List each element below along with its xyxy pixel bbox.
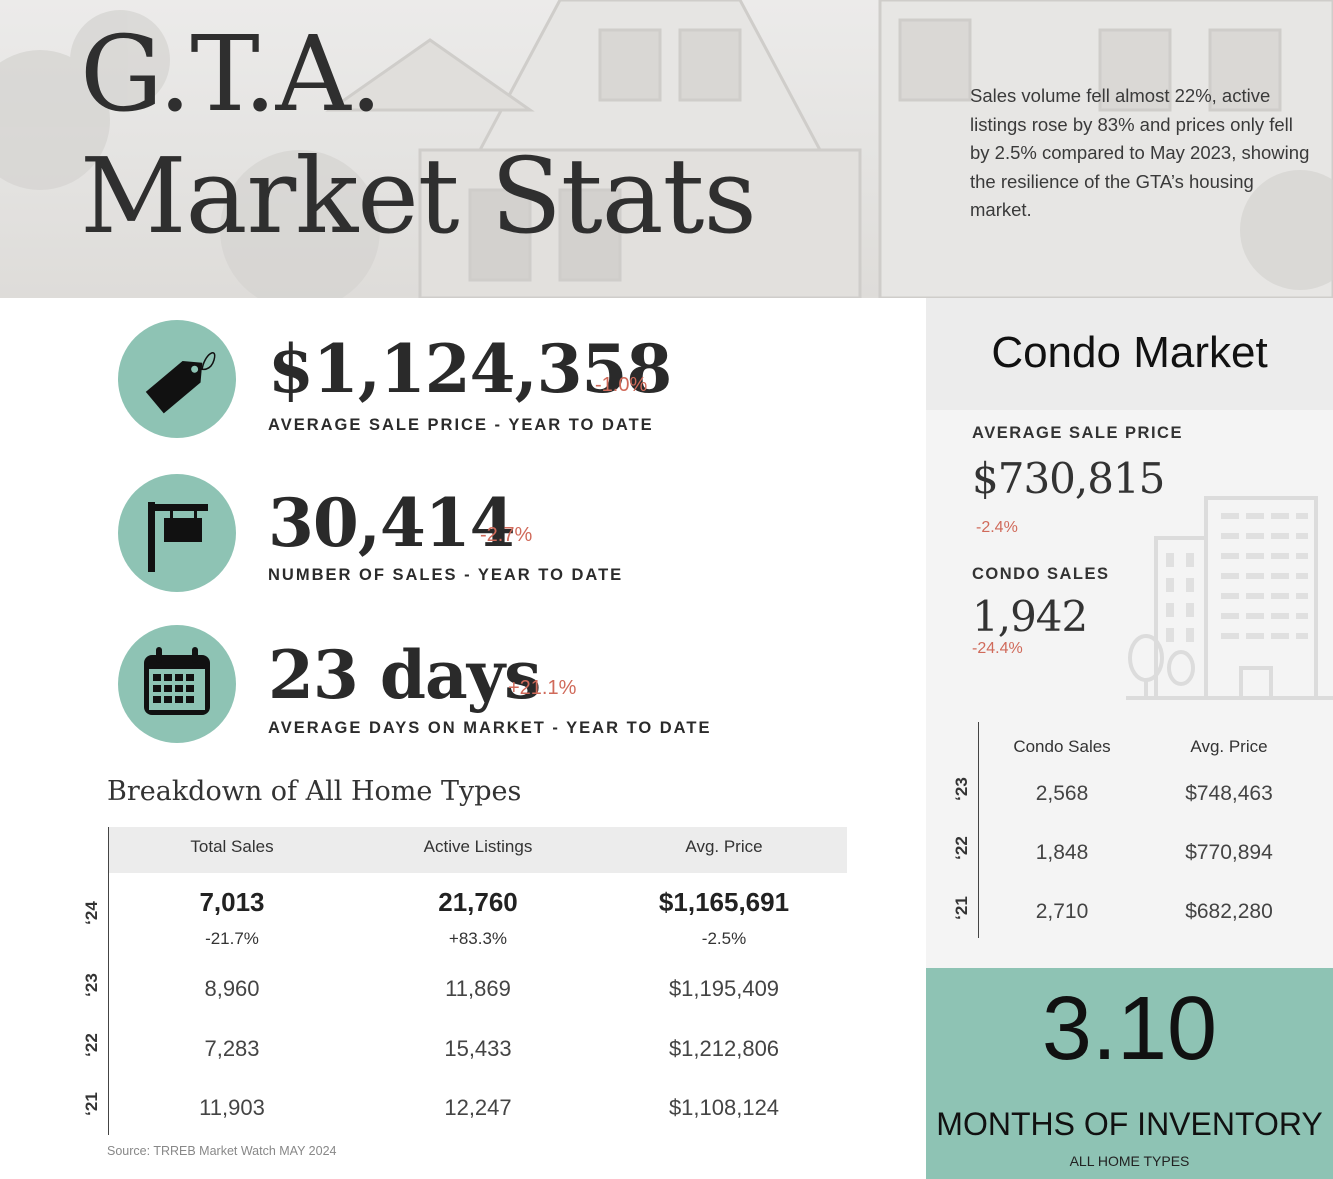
- condo-table-cell: 2,568: [1035, 782, 1089, 805]
- number-of-sales-value: 30,414: [268, 484, 516, 562]
- days-on-market-label: AVERAGE DAYS ON MARKET - YEAR TO DATE: [268, 719, 712, 737]
- table-cell: 11,903: [199, 1095, 265, 1120]
- condo-table-cell: 1,848: [1035, 841, 1089, 864]
- condo-sales-label: CONDO SALES: [972, 565, 1110, 583]
- intro-paragraph: Sales volume fell almost 22%, active lis…: [970, 85, 1310, 220]
- for-sale-sign-icon: [148, 502, 208, 572]
- source-note: Source: TRREB Market Watch MAY 2024: [107, 1144, 337, 1158]
- page-title-line-1: G.T.A.: [80, 13, 383, 135]
- table-cell: $1,165,691: [658, 887, 790, 917]
- number-of-sales-label: NUMBER OF SALES - YEAR TO DATE: [268, 566, 624, 584]
- table-cell: $1,195,409: [668, 976, 780, 1001]
- calendar-icon: [144, 647, 210, 715]
- months-of-inventory-sublabel: ALL HOME TYPES: [1069, 1153, 1190, 1169]
- condo-row-year-label: ‘22: [952, 836, 971, 860]
- condo-building-icon: [1126, 496, 1333, 700]
- condo-title-box: Condo Market: [926, 298, 1333, 410]
- table-cell: 7,013: [199, 887, 265, 917]
- condo-row-year-label: ‘21: [952, 896, 971, 920]
- calendar-icon-circle: [118, 625, 236, 743]
- days-on-market-change: +21.1%: [508, 677, 577, 699]
- condo-sales-value: 1,942: [972, 592, 1088, 641]
- avg-sale-price-change: -1.0%: [595, 374, 648, 396]
- breakdown-title: Breakdown of All Home Types: [107, 776, 522, 807]
- number-of-sales-change: -2.7%: [480, 524, 533, 546]
- condo-table-cell: $748,463: [1185, 782, 1273, 805]
- for-sale-sign-icon-circle: [118, 474, 236, 592]
- table-cell: 21,760: [438, 887, 518, 917]
- months-of-inventory-box: 3.10 MONTHS OF INVENTORY ALL HOME TYPES: [926, 968, 1333, 1179]
- days-on-market-value: 23 days: [268, 636, 541, 714]
- page-title-line-2: Market Stats: [80, 135, 757, 257]
- table-cell: 15,433: [444, 1036, 512, 1061]
- table-cell: $1,212,806: [668, 1036, 780, 1061]
- condo-table-cell: 2,710: [1035, 900, 1089, 923]
- condo-market-panel: Condo Market AVERAGE SALE PRICE $730,815: [926, 298, 1333, 968]
- row-year-label: ‘22: [82, 1033, 101, 1057]
- table-cell: 12,247: [444, 1095, 512, 1120]
- condo-title: Condo Market: [991, 328, 1268, 377]
- row-year-label: ‘24: [82, 901, 101, 925]
- breakdown-table-header: [109, 827, 847, 873]
- table-cell-change: -2.5%: [701, 929, 747, 948]
- condo-avg-price-label: AVERAGE SALE PRICE: [972, 424, 1183, 442]
- condo-table-cell: $770,894: [1185, 841, 1273, 864]
- table-cell: 11,869: [445, 976, 511, 1001]
- header-avg-price: Avg. Price: [685, 837, 763, 856]
- condo-avg-price-value: $730,815: [972, 454, 1165, 503]
- price-tag-icon-circle: [118, 320, 236, 438]
- table-cell: 8,960: [204, 976, 260, 1001]
- hero-banner: G.T.A. Market Stats Sales volume fell al…: [0, 0, 1333, 298]
- condo-table-cell: $682,280: [1185, 900, 1273, 923]
- breakdown-table-divider: [108, 827, 109, 1135]
- months-of-inventory-label: MONTHS OF INVENTORY: [936, 1106, 1323, 1142]
- condo-table-divider: [978, 722, 979, 938]
- condo-avg-price-change: -2.4%: [976, 519, 1018, 536]
- table-cell-change: -21.7%: [205, 929, 259, 948]
- condo-sales-change: -24.4%: [972, 640, 1023, 657]
- table-cell: 7,283: [204, 1036, 260, 1061]
- header-active-listings: Active Listings: [423, 837, 533, 856]
- condo-row-year-label: ‘23: [952, 777, 971, 801]
- house-background-image: [0, 0, 1333, 298]
- price-tag-icon: [145, 352, 216, 414]
- header-total-sales: Total Sales: [190, 837, 274, 856]
- table-cell-change: +83.3%: [448, 929, 508, 948]
- avg-sale-price-value: $1,124,358: [268, 330, 672, 408]
- condo-header-avg-price: Avg. Price: [1190, 737, 1268, 756]
- condo-header-sales: Condo Sales: [1013, 737, 1111, 756]
- months-of-inventory-value: 3.10: [1041, 979, 1218, 1079]
- table-cell: $1,108,124: [668, 1095, 780, 1120]
- row-year-label: ‘23: [82, 973, 101, 997]
- row-year-label: ‘21: [82, 1092, 101, 1116]
- avg-sale-price-label: AVERAGE SALE PRICE - YEAR TO DATE: [268, 416, 654, 434]
